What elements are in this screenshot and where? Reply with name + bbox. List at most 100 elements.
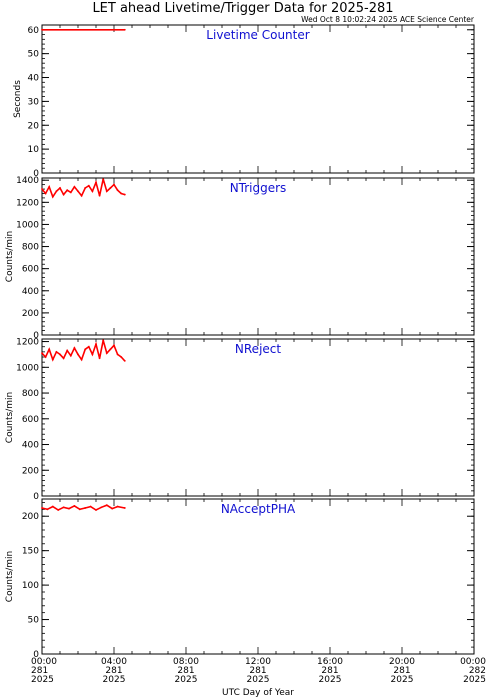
- y-tick-label: 0: [33, 650, 39, 660]
- y-tick-label: 600: [22, 265, 39, 275]
- data-point: [109, 348, 112, 351]
- y-tick-label: 50: [28, 50, 40, 60]
- series-line: [41, 504, 125, 511]
- data-point: [113, 183, 115, 186]
- y-tick-label: 10: [28, 145, 40, 155]
- panel-3: 0 200 400 600 800 1000 1200 Counts/min NReject: [5, 338, 475, 502]
- data-point: [51, 505, 54, 508]
- data-point: [62, 357, 65, 360]
- y-tick-label: 1400: [16, 176, 39, 186]
- y-axis-label: Counts/min: [5, 551, 15, 602]
- data-point: [77, 353, 79, 356]
- data-point: [98, 357, 101, 360]
- panel-title: NAcceptPHA: [221, 502, 296, 516]
- x-tick-time: 08:00: [173, 657, 199, 667]
- data-point: [87, 184, 90, 187]
- x-tick-doy: 281: [177, 666, 194, 676]
- data-point: [66, 189, 69, 192]
- data-point: [73, 347, 76, 349]
- y-tick-label: 100: [22, 581, 39, 591]
- panel-frame: [41, 498, 475, 655]
- data-point: [51, 358, 54, 361]
- data-point: [89, 505, 92, 508]
- data-point: [105, 504, 108, 507]
- data-point: [80, 358, 83, 361]
- y-axis-label: Counts/min: [5, 231, 15, 282]
- y-tick-label: 200: [22, 466, 39, 476]
- data-point: [69, 191, 72, 194]
- data-point: [55, 350, 58, 353]
- panel-title: NReject: [235, 342, 281, 356]
- data-point: [113, 344, 115, 347]
- data-point: [69, 354, 72, 357]
- data-point: [116, 189, 119, 192]
- y-tick-label: 200: [22, 512, 39, 522]
- data-point: [111, 507, 114, 510]
- data-point: [77, 190, 79, 193]
- data-point: [116, 353, 119, 356]
- data-point: [109, 187, 112, 189]
- x-tick-doy: 281: [31, 666, 48, 676]
- y-tick-label: 1000: [16, 363, 39, 373]
- x-tick-time: 20:00: [389, 657, 415, 667]
- x-tick-doy: 281: [249, 666, 266, 676]
- x-tick-doy: 281: [105, 666, 122, 676]
- data-point: [66, 349, 69, 352]
- panels: 0 10 20 30 40 50 60 Seconds Livetime Counter 0 200…: [5, 24, 475, 660]
- data-point: [44, 356, 47, 358]
- y-tick-label: 30: [28, 97, 40, 107]
- panel-2: 0 200 400 600 800 1000 1200 1400 Counts/min NTrig…: [5, 176, 475, 341]
- data-point: [105, 352, 108, 355]
- data-point: [48, 348, 51, 351]
- data-point: [84, 507, 87, 509]
- y-tick-label: 800: [22, 243, 39, 253]
- data-point: [62, 506, 65, 509]
- panel-frame: [41, 338, 475, 497]
- panel-frame: [41, 177, 475, 336]
- data-point: [87, 345, 90, 348]
- data-point: [116, 505, 119, 508]
- data-point: [120, 356, 123, 358]
- data-point: [123, 507, 126, 509]
- series-line: [41, 178, 126, 199]
- y-tick-label: 0: [33, 492, 39, 502]
- x-tick-time: 00:00: [31, 657, 57, 667]
- data-point: [41, 188, 43, 190]
- data-point: [48, 185, 51, 188]
- x-tick-year: 2025: [31, 675, 54, 685]
- data-point: [95, 343, 97, 346]
- data-point: [57, 509, 60, 511]
- data-point: [41, 28, 43, 31]
- y-tick-label: 400: [22, 287, 39, 297]
- timestamp: Wed Oct 8 10:02:24 2025 ACE Science Cent…: [301, 15, 475, 24]
- panel-title: NTriggers: [230, 181, 287, 195]
- data-point: [78, 508, 81, 511]
- data-point: [41, 352, 43, 355]
- data-point: [73, 504, 76, 507]
- y-tick-label: 600: [22, 415, 39, 425]
- data-point: [84, 187, 87, 189]
- y-tick-label: 0: [33, 331, 39, 341]
- data-point: [123, 28, 126, 31]
- data-point: [98, 194, 101, 197]
- x-tick-doy: 281: [321, 666, 338, 676]
- y-tick-label: 50: [28, 616, 40, 626]
- series-line: [41, 340, 126, 362]
- y-tick-label: 0: [33, 169, 39, 179]
- y-tick-label: 20: [28, 121, 40, 131]
- panel-1: 0 10 20 30 40 50 60 Seconds Livetime Counter: [13, 24, 475, 179]
- y-tick-label: 1200: [16, 338, 39, 348]
- data-point: [55, 190, 58, 193]
- data-point: [68, 507, 70, 510]
- data-point: [73, 185, 76, 188]
- data-point: [95, 509, 97, 511]
- x-tick-year: 2025: [319, 675, 342, 685]
- y-tick-label: 800: [22, 389, 39, 399]
